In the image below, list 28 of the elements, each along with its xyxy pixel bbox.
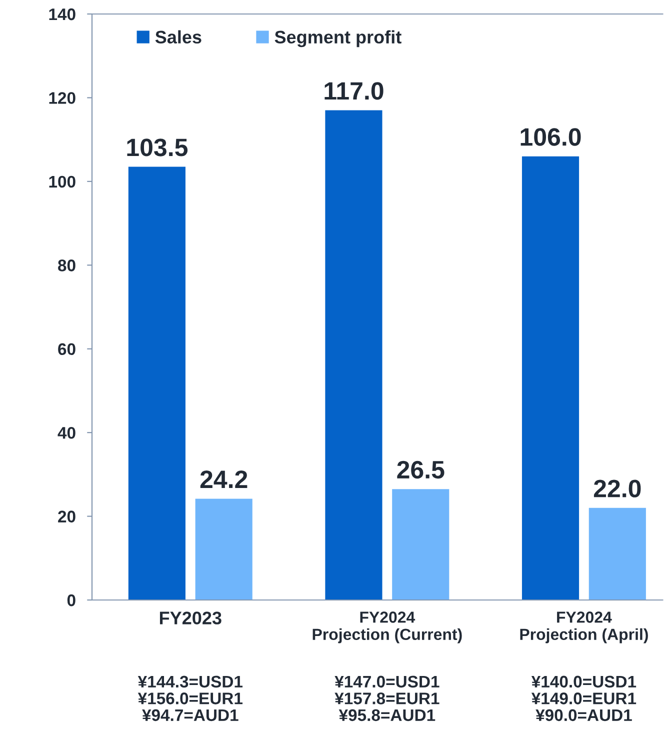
legend-label: Segment profit (274, 30, 402, 48)
y-tick-label: 80 (58, 260, 76, 272)
y-tick-label: 140 (49, 8, 76, 20)
bar (588, 508, 646, 600)
data-label: 103.5 (127, 138, 188, 156)
x-tick-label: FY2024 Projection (Current) (312, 612, 462, 644)
bar (392, 489, 450, 600)
data-label: 22.0 (594, 480, 641, 498)
bar (522, 156, 580, 600)
text: ¥144.3=USD1 ¥156.0=EUR1 ¥94.7=AUD1 (138, 676, 243, 722)
x-tick-label: FY2024 Projection (April) (520, 612, 648, 644)
bar (325, 110, 382, 600)
data-label: 106.0 (520, 128, 581, 146)
y-tick-label: 40 (58, 426, 76, 439)
x-tick-label: FY2023 (160, 612, 222, 624)
text: ¥140.0=USD1 ¥149.0=EUR1 ¥90.0=AUD1 (531, 676, 636, 722)
y-tick-label: 0 (67, 594, 76, 606)
y-tick-label: 60 (58, 343, 76, 356)
bar (128, 166, 186, 600)
legend-label: Sales (155, 30, 202, 44)
y-tick-label: 20 (58, 510, 76, 522)
bar (195, 498, 252, 600)
data-label: 24.2 (200, 470, 248, 488)
text: ¥147.0=USD1 ¥157.8=EUR1 ¥95.8=AUD1 (334, 676, 440, 722)
data-label: 26.5 (397, 460, 444, 479)
y-tick-label: 100 (49, 176, 76, 188)
y-tick-label: 120 (49, 92, 76, 104)
data-label: 117.0 (324, 82, 384, 100)
